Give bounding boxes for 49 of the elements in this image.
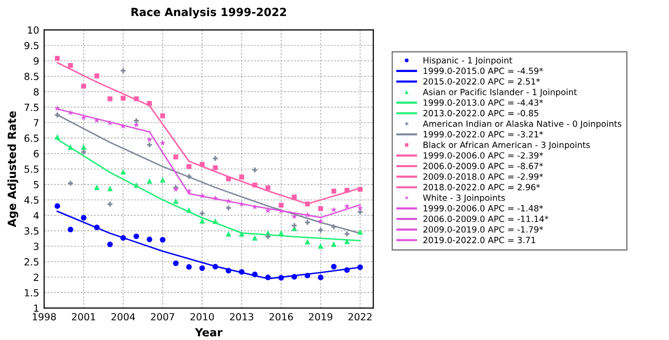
y-tick-label: 3.5 [24,227,38,235]
x-tick-label: 2022 [348,313,372,320]
legend-label: 1999.0-2015.0 APC = -4.59* [424,68,544,74]
y-axis-title: Age Adjusted Rate [7,111,18,228]
legend-label: 1999.0-2013.0 APC = -4.43* [424,99,544,106]
y-tick-label: 10 [28,26,39,34]
legend-label: 2009.0-2019.0 APC = -1.79* [423,226,544,233]
chart-title: Race Analysis 1999-2022 [132,8,286,18]
x-axis-title: Year [194,328,222,336]
y-tick-label: 4 [34,212,39,220]
legend-label: Asian or Pacific Islander - 1 Joinpoint [422,88,577,97]
x-tick-label: 2019 [308,313,332,320]
x-tick-label: 2013 [230,313,254,320]
y-tick-label: 7.5 [24,104,38,112]
legend-label: 2013.0-2022.0 APC = -0.85 [423,110,538,116]
y-tick-label: 2 [34,274,38,281]
y-tick-label: 1.5 [24,289,38,296]
y-tick-label: 6.5 [24,134,38,142]
legend-label: 1999.0-2006.0 APC = -1.48* [424,205,544,212]
y-tick-label: 6 [34,150,39,158]
y-tick-label: 8 [34,88,39,96]
legend-label: 2019.0-2022.0 APC = 3.71 [423,236,536,244]
x-tick-label: 2016 [269,313,293,320]
x-tick-label: 2004 [111,313,135,320]
y-tick-label: 9.5 [24,42,38,50]
legend-label: White - 3 Joinpoints [423,194,505,203]
y-tick-label: 5 [34,181,38,188]
y-tick-label: 1 [34,304,38,312]
y-tick-label: 8.5 [24,72,38,80]
x-tick-label: 2010 [190,313,214,320]
x-tick-label: 1998 [32,313,56,320]
legend-label: 2006.0-2009.0 APC = -11.14* [423,216,548,222]
legend-label: American Indian or Alaska Native - 0 Joinpoints [422,120,622,129]
y-tick-label: 9 [34,57,39,65]
legend-label: Hispanic - 1 Joinpoint [424,56,512,66]
y-tick-label: 3 [34,242,39,250]
y-tick-label: 7 [34,119,38,126]
x-tick-label: 2001 [72,313,96,320]
legend-label: 2009.0-2018.0 APC = -2.99* [423,173,544,180]
legend-label: 1999.0-2022.0 APC = -3.21* [424,131,544,138]
legend-label: 2006.0-2009.0 APC = -8.67* [423,162,544,170]
legend-label: 2015.0-2022.0 APC = 2.51* [423,78,540,85]
legend-label: 1999.0-2006.0 APC = -2.39* [424,152,544,159]
x-tick-label: 2007 [150,313,174,320]
y-tick-label: 2.5 [24,258,38,266]
y-tick-label: 4.5 [24,196,38,204]
legend-label: 2018.0-2022.0 APC = 2.96* [423,184,540,190]
legend-label: Black or African American - 3 Joinpoints [424,141,590,150]
y-tick-label: 5.5 [24,166,38,173]
